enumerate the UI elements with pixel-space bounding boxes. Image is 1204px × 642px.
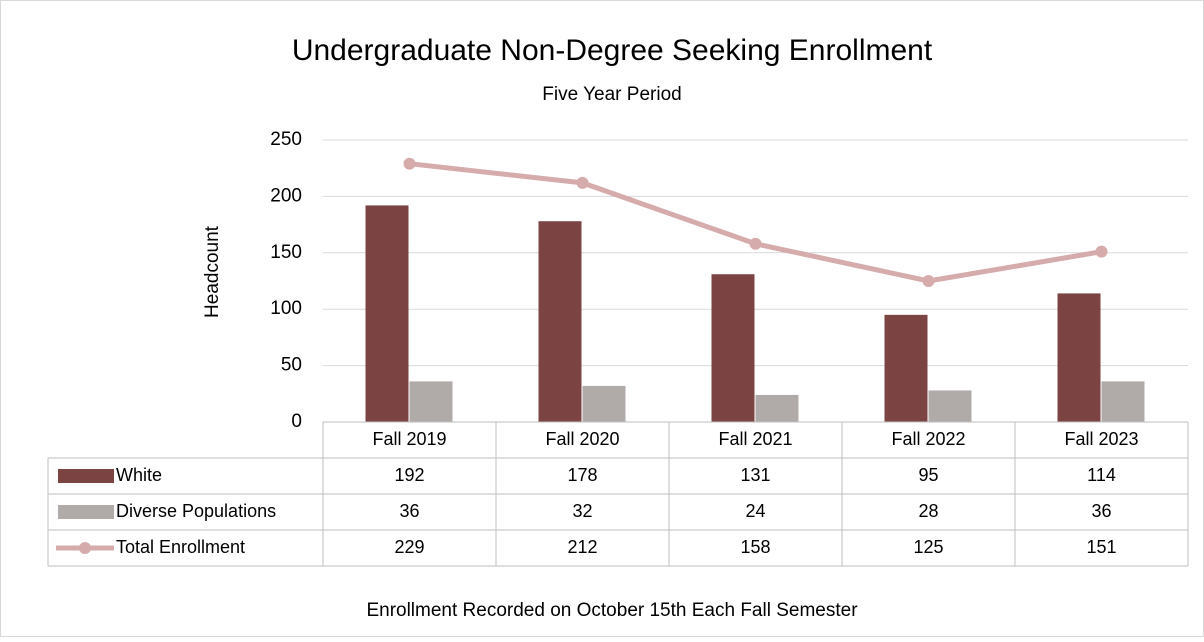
- y-tick-label: 150: [270, 242, 302, 263]
- legend-key-marker: [79, 542, 91, 554]
- y-tick-label: 250: [270, 129, 302, 150]
- table-value: 28: [918, 501, 938, 521]
- table-value: 114: [1087, 465, 1116, 485]
- bar: [1057, 293, 1101, 422]
- table-value: 125: [913, 537, 943, 557]
- bar: [928, 390, 972, 422]
- bar: [538, 221, 582, 422]
- x-tick-label: Fall 2023: [1064, 429, 1138, 449]
- table-value: 212: [567, 537, 597, 557]
- line-marker: [403, 157, 416, 170]
- y-tick-label: 100: [270, 298, 302, 319]
- chart-title: Undergraduate Non-Degree Seeking Enrollm…: [292, 34, 933, 67]
- bar: [582, 385, 626, 422]
- x-tick-label: Fall 2022: [891, 429, 965, 449]
- footnote: Enrollment Recorded on October 15th Each…: [366, 600, 858, 621]
- table-value: 32: [572, 501, 592, 521]
- table-value: 24: [745, 501, 765, 521]
- table-value: 192: [394, 465, 424, 485]
- table-value: 131: [740, 465, 770, 485]
- bar: [365, 205, 409, 422]
- bar: [884, 314, 928, 422]
- bar: [755, 394, 799, 422]
- line-marker: [576, 176, 589, 189]
- x-tick-label: Fall 2021: [718, 429, 792, 449]
- table-value: 229: [394, 537, 424, 557]
- line-marker: [749, 237, 762, 250]
- x-tick-label: Fall 2019: [372, 429, 446, 449]
- legend-label: White: [116, 465, 162, 485]
- legend-key: [58, 469, 114, 483]
- table-value: 36: [1091, 501, 1111, 521]
- line-marker: [1095, 245, 1108, 258]
- y-tick-label: 50: [281, 355, 302, 376]
- legend-label: Total Enrollment: [116, 537, 245, 557]
- legend-label: Diverse Populations: [116, 501, 276, 521]
- legend-key: [58, 505, 114, 519]
- table-value: 151: [1086, 537, 1116, 557]
- table-value: 178: [567, 465, 597, 485]
- chart-subtitle: Five Year Period: [542, 84, 681, 105]
- table-value: 36: [399, 501, 419, 521]
- line-marker: [922, 275, 935, 287]
- bar: [409, 381, 453, 422]
- y-axis-label: Headcount: [202, 225, 223, 318]
- x-tick-label: Fall 2020: [545, 429, 619, 449]
- y-tick-label: 200: [270, 185, 302, 206]
- table-value: 95: [918, 465, 938, 485]
- y-tick-label: 0: [291, 411, 302, 432]
- bar: [711, 274, 755, 422]
- table-value: 158: [740, 537, 770, 557]
- bar: [1101, 381, 1145, 422]
